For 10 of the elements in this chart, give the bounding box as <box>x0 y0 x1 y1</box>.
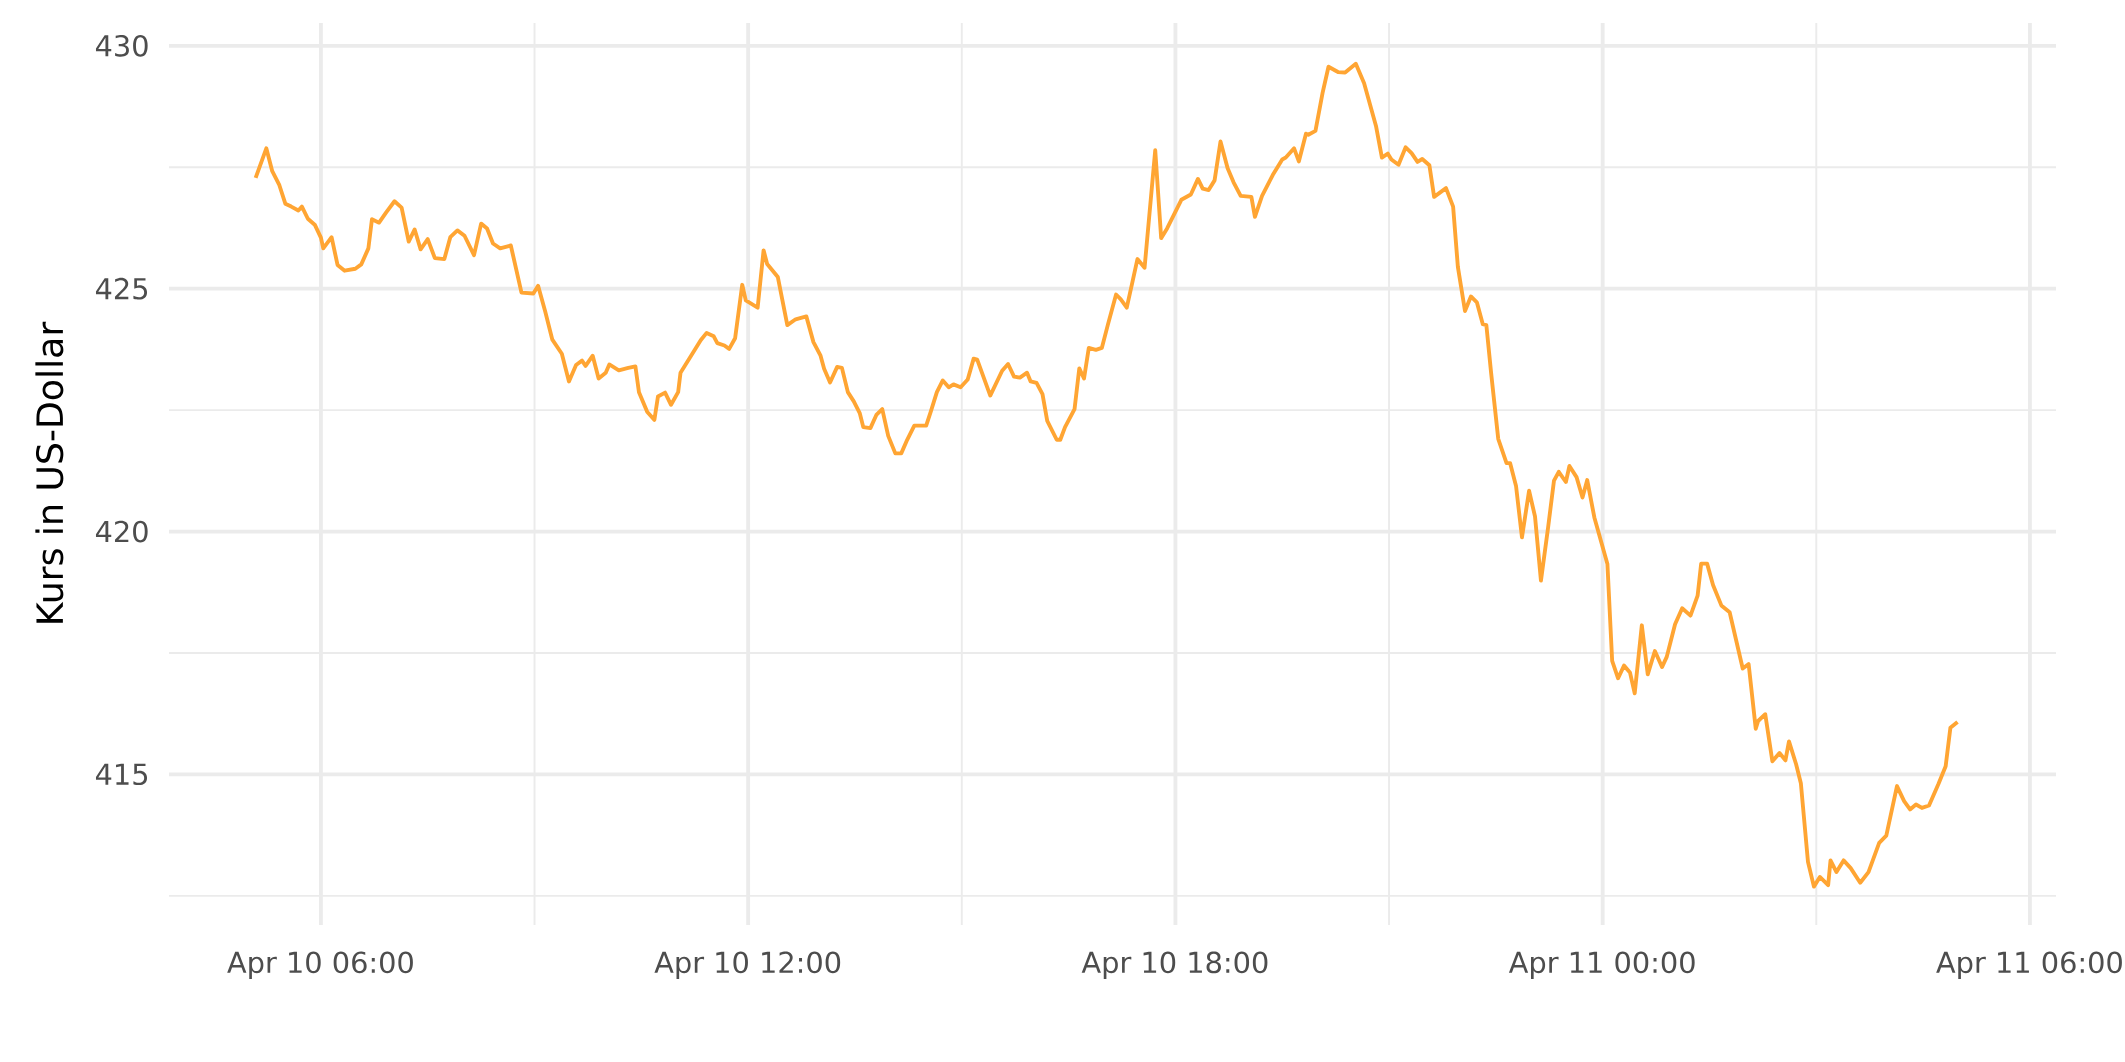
x-tick-label: Apr 11 06:00 <box>1936 951 2122 979</box>
y-tick-label: 415 <box>95 763 148 786</box>
y-tick-label: 425 <box>95 277 148 300</box>
x-tick-label: Apr 10 06:00 <box>227 951 413 979</box>
y-tick-label: 430 <box>95 34 148 57</box>
y-axis-title: Kurs in US-Dollar <box>35 321 64 623</box>
y-tick-label: 420 <box>95 520 148 543</box>
x-tick-label: Apr 10 18:00 <box>1081 951 1268 979</box>
x-tick-label: Apr 10 12:00 <box>654 951 841 979</box>
x-tick-label: Apr 11 00:00 <box>1508 951 1695 979</box>
